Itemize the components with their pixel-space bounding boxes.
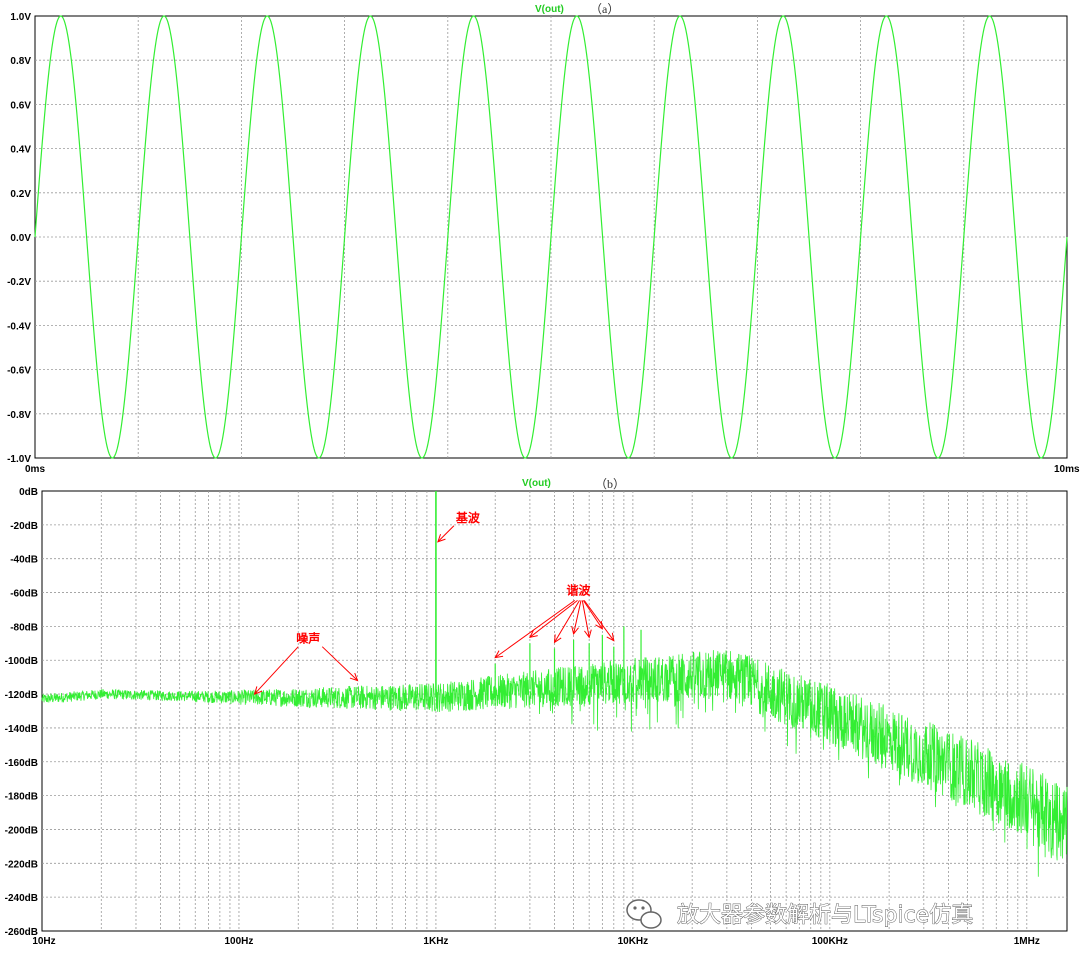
y-tick-label-b: 0dB bbox=[19, 487, 38, 498]
annotation-arrow bbox=[582, 600, 603, 630]
watermark: 放大器参数解析与LTspice仿真 bbox=[626, 899, 974, 929]
annotation-arrowhead bbox=[571, 626, 579, 636]
y-tick-label-a: 0.6V bbox=[10, 100, 31, 111]
x-tick-label-a-1: 10ms bbox=[1054, 464, 1080, 475]
panel-tag-b: （b） bbox=[595, 477, 625, 491]
series-label-a: V(out) bbox=[535, 4, 564, 15]
annotation-arrow bbox=[529, 599, 578, 638]
y-tick-label-b: -60dB bbox=[10, 589, 38, 600]
watermark-text: 放大器参数解析与LTspice仿真 bbox=[677, 903, 973, 928]
y-tick-label-b: -140dB bbox=[5, 724, 38, 735]
annotation-arrow bbox=[494, 599, 576, 659]
annotation-arrow bbox=[581, 600, 590, 638]
annotation-arrowhead bbox=[253, 686, 263, 695]
annotation-harmonics: 谐波 bbox=[567, 582, 592, 597]
y-tick-label-a: -0.8V bbox=[7, 410, 31, 421]
annotation-arrow bbox=[583, 600, 615, 641]
annotation-arrowhead bbox=[528, 629, 538, 639]
y-tick-label-b: -20dB bbox=[10, 521, 38, 532]
y-tick-label-b: -80dB bbox=[10, 622, 38, 633]
y-tick-label-b: -40dB bbox=[10, 555, 38, 566]
annotation-arrowhead bbox=[606, 632, 615, 642]
annotation-arrowhead bbox=[553, 634, 562, 644]
series-label-b: V(out) bbox=[522, 478, 551, 489]
y-tick-label-a: 0.2V bbox=[10, 189, 31, 200]
y-tick-label-a: -0.2V bbox=[7, 277, 31, 288]
panel-b-fft: 0dB -20dB -40dB -60dB -80dB -100dB -120dB -140d… bbox=[5, 477, 1068, 947]
y-tick-label-a: 1.0V bbox=[10, 12, 31, 23]
x-tick-label-b: 100KHz bbox=[812, 936, 848, 947]
annotation-arrow bbox=[254, 646, 299, 695]
noise-spectrum-trace bbox=[41, 650, 1068, 877]
y-tick-label-b: -260dB bbox=[5, 927, 38, 938]
annotation-noise: 噪声 bbox=[296, 631, 320, 646]
x-tick-label-a-0: 0ms bbox=[25, 464, 45, 475]
y-tick-label-a: 0.0V bbox=[10, 233, 31, 244]
y-tick-label-a: 0.8V bbox=[10, 56, 31, 67]
y-tick-label-b: -100dB bbox=[5, 656, 38, 667]
y-tick-label-b: -180dB bbox=[5, 792, 38, 803]
x-tick-label-b: 100Hz bbox=[225, 936, 254, 947]
annotation-arrowhead bbox=[584, 629, 592, 639]
annotation-arrow bbox=[573, 600, 582, 635]
x-tick-label-b: 1MHz bbox=[1014, 936, 1040, 947]
y-tick-label-b: -240dB bbox=[5, 893, 38, 904]
y-tick-label-b: -200dB bbox=[5, 825, 38, 836]
x-tick-label-b: 10Hz bbox=[32, 936, 55, 947]
y-tick-labels-b: 0dB -20dB -40dB -60dB -80dB -100dB -120dB -140d… bbox=[5, 487, 38, 938]
panel-a-time-domain: 1.0V 0.8V 0.6V 0.4V 0.2V 0.0V -0.2V -0.4V -0.6V -… bbox=[7, 2, 1080, 475]
panel-tag-a: （a） bbox=[590, 2, 619, 16]
y-tick-labels-a: 1.0V 0.8V 0.6V 0.4V 0.2V 0.0V -0.2V -0.4V -0.6V -… bbox=[7, 12, 31, 465]
x-tick-labels-b: 10Hz 100Hz 1KHz 10KHz 100KHz 1MHz bbox=[32, 936, 1040, 947]
sine-trace bbox=[34, 15, 1068, 459]
annotation-fundamental: 基波 bbox=[455, 510, 481, 525]
x-tick-label-b: 1KHz bbox=[423, 936, 448, 947]
y-tick-label-b: -160dB bbox=[5, 758, 38, 769]
y-tick-label-a: -0.4V bbox=[7, 321, 31, 332]
annotation-arrowhead bbox=[494, 650, 504, 659]
y-tick-label-a: -1.0V bbox=[7, 454, 31, 465]
annotation-arrow bbox=[554, 600, 580, 643]
wechat-icon bbox=[626, 899, 662, 929]
annotation-arrow bbox=[321, 646, 358, 681]
y-tick-label-b: -220dB bbox=[5, 859, 38, 870]
harmonic-spikes bbox=[435, 491, 642, 698]
annotation-arrowhead bbox=[437, 534, 446, 543]
annotation-arrow bbox=[437, 525, 455, 543]
y-tick-label-a: -0.6V bbox=[7, 366, 31, 377]
annotation-arrowhead bbox=[349, 672, 359, 682]
y-tick-label-b: -120dB bbox=[5, 690, 38, 701]
x-tick-label-b: 10KHz bbox=[618, 936, 649, 947]
y-tick-label-a: 0.4V bbox=[10, 145, 31, 156]
grid-b bbox=[42, 491, 1067, 931]
